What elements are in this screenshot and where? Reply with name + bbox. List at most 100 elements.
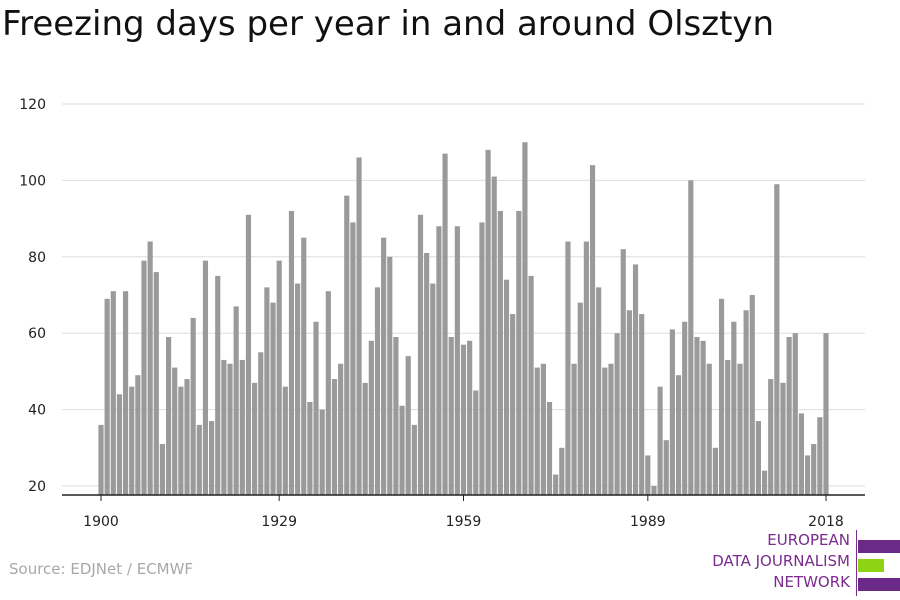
bar-1998 bbox=[700, 340, 706, 495]
bar-1990 bbox=[651, 486, 657, 495]
bar-1936 bbox=[319, 409, 325, 495]
bar-1953 bbox=[424, 252, 430, 495]
bar-1918 bbox=[209, 421, 215, 495]
y-tick-label: 120 bbox=[19, 97, 46, 113]
bar-2006 bbox=[749, 295, 755, 495]
bar-1939 bbox=[338, 363, 344, 495]
logo-line-2: DATA JOURNALISM bbox=[712, 552, 850, 570]
x-tick-label: 1900 bbox=[83, 514, 119, 530]
bar-2002 bbox=[725, 359, 731, 495]
bar-1916 bbox=[196, 424, 202, 495]
bar-1972 bbox=[540, 363, 546, 495]
bar-2017 bbox=[817, 417, 823, 495]
y-tick-label: 60 bbox=[28, 326, 46, 342]
bar-1908 bbox=[147, 241, 153, 495]
bar-1932 bbox=[295, 283, 301, 495]
bar-2014 bbox=[798, 413, 805, 495]
bar-1943 bbox=[362, 382, 368, 495]
bar-2016 bbox=[811, 443, 817, 495]
bar-1970 bbox=[528, 275, 534, 495]
y-tick-label: 100 bbox=[19, 173, 46, 189]
bar-2003 bbox=[731, 321, 737, 495]
bar-1902 bbox=[110, 291, 116, 495]
bar-2004 bbox=[737, 363, 743, 495]
bar-1919 bbox=[215, 275, 221, 495]
bar-1935 bbox=[313, 321, 319, 495]
logo-text: EUROPEAN DATA JOURNALISM NETWORK bbox=[712, 530, 850, 593]
bar-2010 bbox=[774, 184, 780, 495]
bar-1967 bbox=[510, 314, 516, 495]
bar-1900 bbox=[98, 424, 104, 495]
bar-1964 bbox=[491, 176, 497, 495]
bar-1974 bbox=[553, 474, 559, 495]
bar-1930 bbox=[282, 386, 288, 495]
bar-1962 bbox=[479, 222, 485, 496]
bars bbox=[98, 142, 829, 496]
bar-1905 bbox=[129, 386, 135, 495]
bar-1994 bbox=[675, 375, 682, 495]
bar-1921 bbox=[227, 363, 233, 495]
bar-1938 bbox=[331, 379, 338, 495]
bar-1945 bbox=[374, 287, 381, 495]
bar-1987 bbox=[632, 264, 639, 495]
bar-1989 bbox=[645, 455, 651, 495]
x-tick-label: 1989 bbox=[630, 514, 666, 530]
bar-1958 bbox=[454, 226, 460, 496]
bar-1937 bbox=[325, 291, 331, 495]
chart-title: Freezing days per year in and around Ols… bbox=[2, 4, 775, 44]
bar-1923 bbox=[239, 359, 245, 495]
bar-1981 bbox=[596, 287, 602, 495]
bar-1941 bbox=[350, 222, 356, 496]
bar-1946 bbox=[381, 237, 387, 495]
bar-1922 bbox=[233, 306, 239, 495]
bar-1947 bbox=[387, 256, 393, 495]
bar-1952 bbox=[417, 214, 424, 495]
bar-1955 bbox=[436, 226, 442, 496]
bar-1999 bbox=[706, 363, 712, 495]
bar-2011 bbox=[780, 382, 786, 495]
bar-1926 bbox=[258, 352, 264, 495]
bar-1924 bbox=[245, 214, 252, 495]
bar-1948 bbox=[393, 337, 399, 495]
bar-1906 bbox=[135, 375, 141, 495]
bar-1975 bbox=[559, 447, 565, 495]
bar-1910 bbox=[159, 443, 166, 495]
bar-1961 bbox=[473, 390, 479, 495]
bar-2001 bbox=[718, 298, 725, 495]
bar-2005 bbox=[743, 310, 749, 495]
bar-1960 bbox=[467, 340, 473, 495]
bar-1983 bbox=[608, 363, 614, 495]
bar-1901 bbox=[104, 298, 110, 495]
bar-1965 bbox=[497, 210, 503, 495]
bar-1996 bbox=[688, 180, 694, 495]
bar-1915 bbox=[190, 317, 196, 495]
bar-1904 bbox=[122, 291, 129, 495]
bar-1912 bbox=[172, 367, 178, 495]
bar-1979 bbox=[583, 241, 589, 495]
bar-1992 bbox=[663, 440, 669, 495]
bar-1927 bbox=[264, 287, 270, 495]
bar-1971 bbox=[534, 367, 540, 495]
bar-1973 bbox=[546, 401, 553, 495]
bar-1944 bbox=[368, 340, 374, 495]
y-tick-label: 20 bbox=[28, 479, 46, 495]
axes: 20 40 60 80 100 120 1900 1929 1959 1989 2018 bbox=[19, 97, 865, 530]
bar-1950 bbox=[405, 356, 411, 495]
bar-2007 bbox=[755, 421, 761, 495]
bar-1942 bbox=[356, 157, 362, 496]
logo-line-1: EUROPEAN bbox=[767, 531, 850, 549]
bar-1929 bbox=[276, 260, 282, 495]
edjnet-logo: EUROPEAN DATA JOURNALISM NETWORK bbox=[700, 530, 900, 596]
bar-1949 bbox=[399, 405, 405, 495]
bar-2013 bbox=[792, 333, 798, 495]
bar-1997 bbox=[694, 337, 700, 495]
bar-2000 bbox=[712, 447, 718, 495]
bar-1925 bbox=[252, 382, 258, 495]
bar-1928 bbox=[270, 302, 276, 495]
bar-1963 bbox=[485, 149, 491, 495]
bar-1988 bbox=[639, 314, 645, 495]
bar-1957 bbox=[448, 337, 454, 495]
x-tick-label: 1959 bbox=[446, 514, 482, 530]
bar-1907 bbox=[141, 260, 147, 495]
bar-1968 bbox=[516, 210, 522, 495]
